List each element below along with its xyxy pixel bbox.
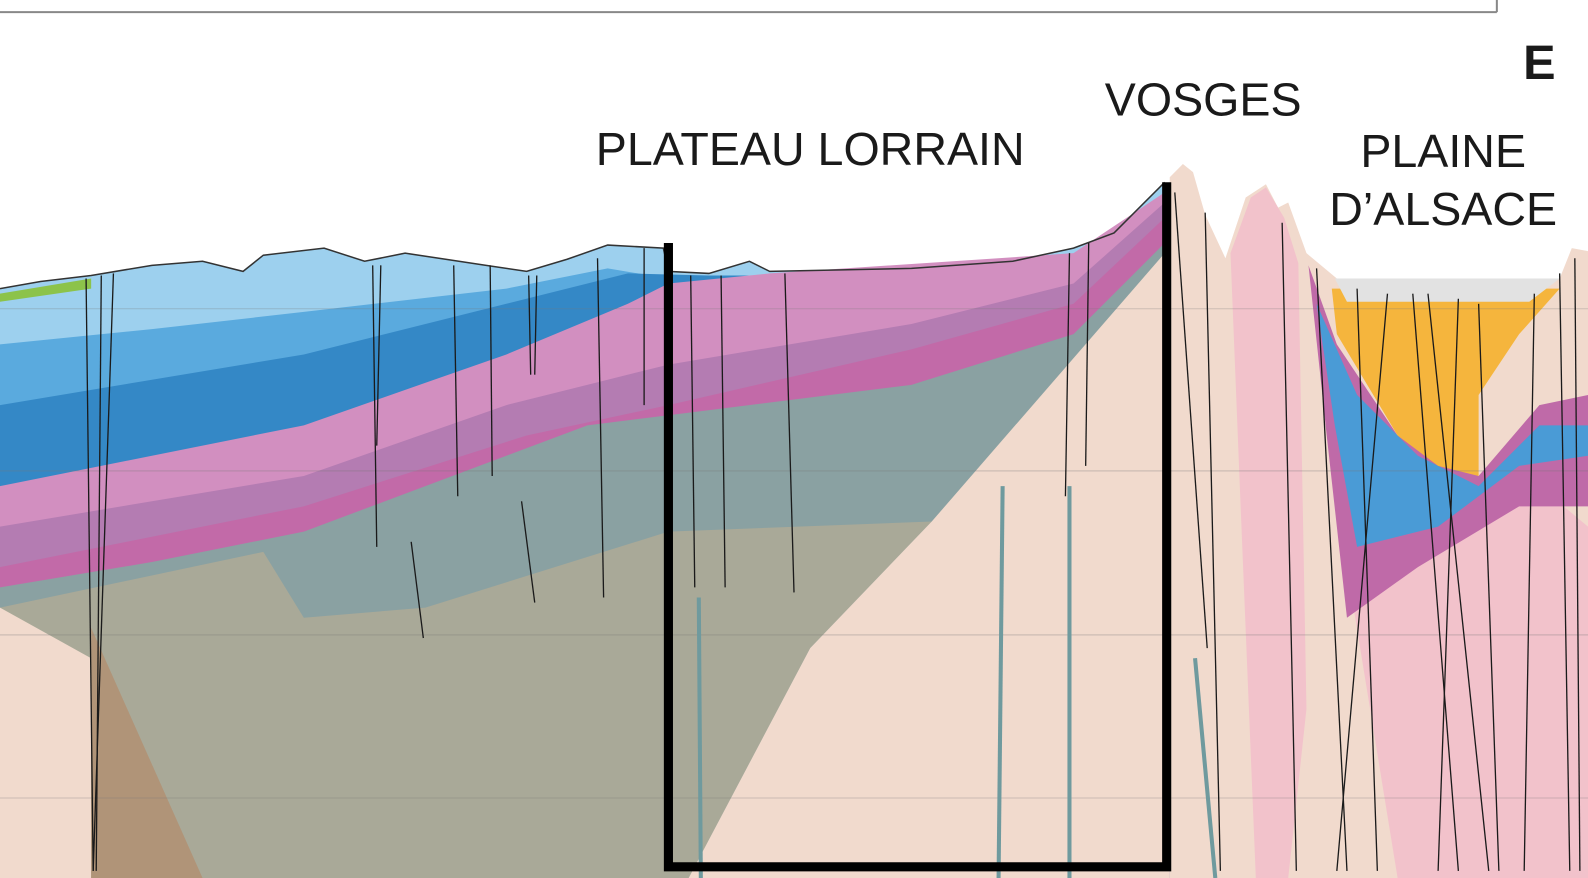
dyke — [699, 597, 701, 878]
region-label: PLATEAU LORRAIN — [596, 123, 1025, 175]
cross-section: E VOSGES PLATEAU LORRAIN PLAINE D’ALSACE — [0, 0, 1588, 878]
region-label: VOSGES — [1105, 73, 1302, 125]
direction-label: E — [1523, 36, 1555, 90]
layer — [1335, 278, 1560, 301]
page: E VOSGES PLATEAU LORRAIN PLAINE D’ALSACE… — [0, 0, 1588, 878]
region-label: PLAINE — [1360, 125, 1526, 177]
region-label: D’ALSACE — [1329, 183, 1557, 235]
